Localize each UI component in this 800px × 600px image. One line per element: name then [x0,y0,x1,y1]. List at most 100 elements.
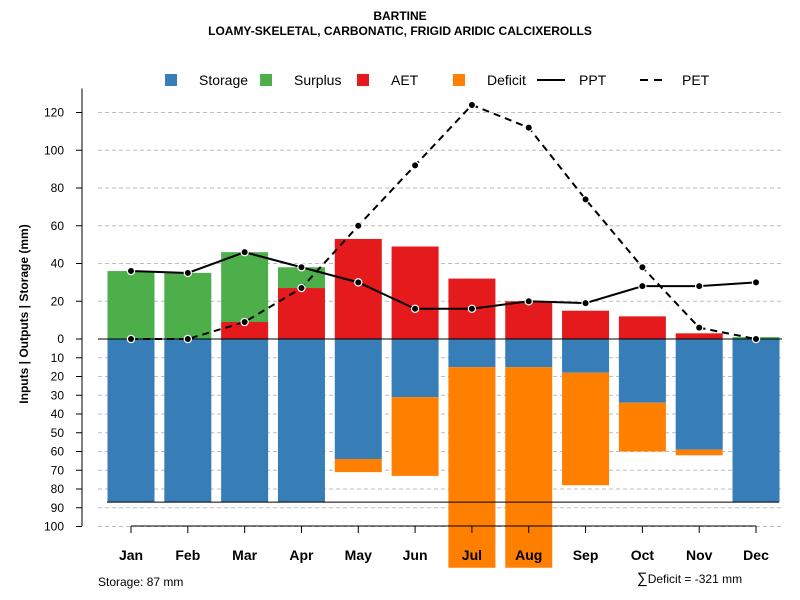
legend: Storage Surplus AET Deficit PPT PET [165,72,710,88]
x-tick-label-feb: Feb [175,547,200,563]
x-tick-label-oct: Oct [631,547,655,563]
ppt-point-jun [410,304,420,313]
x-tick-label-jun: Jun [403,547,428,563]
ppt-point-apr [297,263,306,272]
y-tick-label: 40 [51,257,65,271]
pet-point-jan [126,334,136,344]
storage-bar-may [334,339,382,459]
deficit-bar-jul [448,367,496,568]
deficit-bar-may [334,459,382,473]
ppt-point-dec [751,278,761,287]
pet-point-nov [695,323,704,332]
aet-bar-apr [277,288,325,339]
storage-bar-dec [732,339,780,503]
aet-bar-aug [505,301,553,339]
surplus-bar-feb [164,272,212,339]
y-tick-label: 20 [51,370,65,384]
storage-bar-sep [562,339,610,373]
pet-point-feb [183,334,193,344]
aet-bar-mar [221,322,269,339]
pet-point-apr [297,283,306,293]
y-tick-label: 40 [51,407,65,421]
storage-bar-oct [618,339,666,403]
ppt-line [130,251,757,310]
legend-label-ppt: PPT [579,72,607,88]
legend-label-deficit: Deficit [487,72,526,88]
x-tick-label-dec: Dec [743,547,769,563]
y-tick-label: 20 [51,294,65,308]
ppt-point-jul [467,304,477,313]
x-tick-label-apr: Apr [289,547,314,563]
deficit-footnote-label: Deficit = -321 mm [647,572,743,586]
legend-swatch-aet [357,74,369,86]
x-tick-label-aug: Aug [515,547,542,563]
y-tick-label: 50 [51,426,65,440]
ppt-point-may [354,278,363,287]
pet-point-jul [467,100,477,110]
x-tick-label-nov: Nov [686,547,713,563]
legend-swatch-storage [165,74,177,86]
y-tick-label: 80 [51,181,65,195]
y-axis-label: Inputs | Outputs | Storage (mm) [17,224,31,403]
deficit-bar-oct [618,402,666,452]
ppt-point-jan [126,266,136,276]
storage-bar-aug [505,339,553,368]
aet-bar-jun [391,246,439,339]
deficit-bar-aug [505,367,553,568]
storage-bar-feb [164,339,212,503]
y-tick-label: 60 [51,445,65,459]
x-tick-label-jan: Jan [119,547,143,563]
pet-point-dec [751,334,761,344]
surplus-bar-mar [221,252,269,323]
storage-bar-jul [448,339,496,368]
y-tick-label: 10 [51,351,65,365]
ppt-point-aug [524,297,533,306]
legend-swatch-deficit [453,74,465,86]
x-tick-label-mar: Mar [232,547,257,563]
storage-bar-jun [391,339,439,398]
deficit-bar-jun [391,397,439,476]
legend-label-surplus: Surplus [294,72,341,88]
pet-point-aug [524,123,533,132]
surplus-bar-jan [107,271,155,339]
x-tick-label-jul: Jul [462,547,482,563]
pet-point-mar [240,317,249,327]
ppt-point-feb [183,268,193,278]
ppt-point-sep [581,298,590,308]
legend-label-aet: AET [391,72,419,88]
y-tick-label: 100 [44,520,64,534]
x-tick-label-sep: Sep [573,547,599,563]
aet-bar-nov [675,333,723,339]
deficit-bar-sep [562,372,610,486]
storage-bar-jan [107,339,155,503]
y-tick-label: 80 [51,482,65,496]
ppt-point-mar [240,247,249,257]
sum-symbol: ∑ [637,570,648,587]
aet-bar-oct [618,316,666,339]
pet-point-sep [581,195,590,204]
storage-bar-mar [221,339,269,503]
storage-bar-nov [675,339,723,450]
pet-point-jun [410,161,420,170]
aet-bar-sep [562,310,610,339]
deficit-bar-nov [675,449,723,456]
pet-point-oct [638,263,647,272]
chart-subtitle: LOAMY-SKELETAL, CARBONATIC, FRIGID ARIDI… [208,24,592,38]
y-tick-label: 120 [44,106,64,120]
surplus-bar-apr [277,267,325,289]
y-tick-label: 90 [51,501,65,515]
pet-point-may [354,221,363,230]
y-tick-label: 100 [44,143,64,157]
deficit-footnote: ∑Deficit = -321 mm [637,570,742,587]
bars-layer [98,238,782,568]
y-tick-label: 30 [51,388,65,402]
storage-bar-apr [277,339,325,503]
legend-swatch-surplus [260,74,272,86]
y-tick-label: 0 [57,332,64,346]
ppt-point-oct [638,281,647,291]
pet-line [131,103,757,340]
legend-label-pet: PET [682,72,710,88]
chart-title: BARTINE [373,9,427,23]
ppt-point-nov [695,281,704,291]
